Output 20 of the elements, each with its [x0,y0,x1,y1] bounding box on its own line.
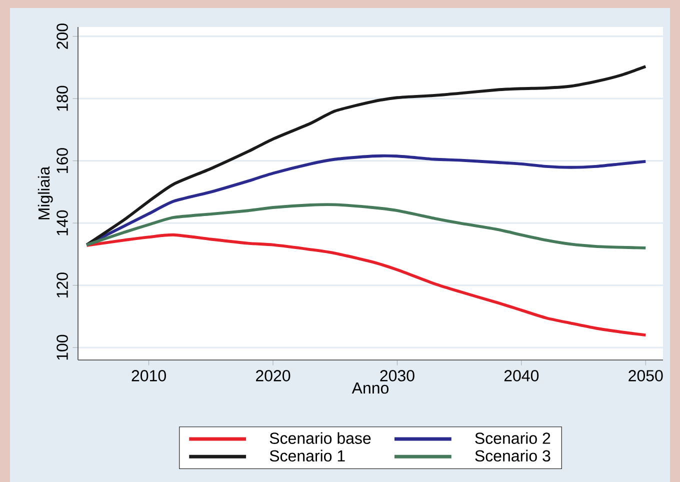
legend-label: Scenario 1 [270,450,345,462]
y-axis-title: Migliaia [38,166,53,220]
legend-label: Scenario 3 [475,450,550,462]
legend-label: Scenario base [270,432,371,444]
x-axis-title: Anno [352,382,389,394]
x-tick-label: 2020 [256,370,290,382]
line-series [85,233,648,337]
y-tick-label: 100 [56,334,68,360]
y-tick-label: 140 [56,210,68,236]
x-tick-label: 2050 [628,370,663,382]
x-tick-label: 2030 [380,370,414,382]
y-tick-label: 120 [56,272,68,298]
y-tick-label: 200 [56,24,68,49]
line-series [85,65,648,246]
x-tick-label: 2040 [504,370,539,382]
legend-label: Scenario 2 [475,432,550,444]
y-tick-label: 160 [56,148,68,173]
line-series [85,203,648,250]
x-tick-label: 2010 [132,370,166,382]
y-tick-label: 180 [56,86,68,111]
